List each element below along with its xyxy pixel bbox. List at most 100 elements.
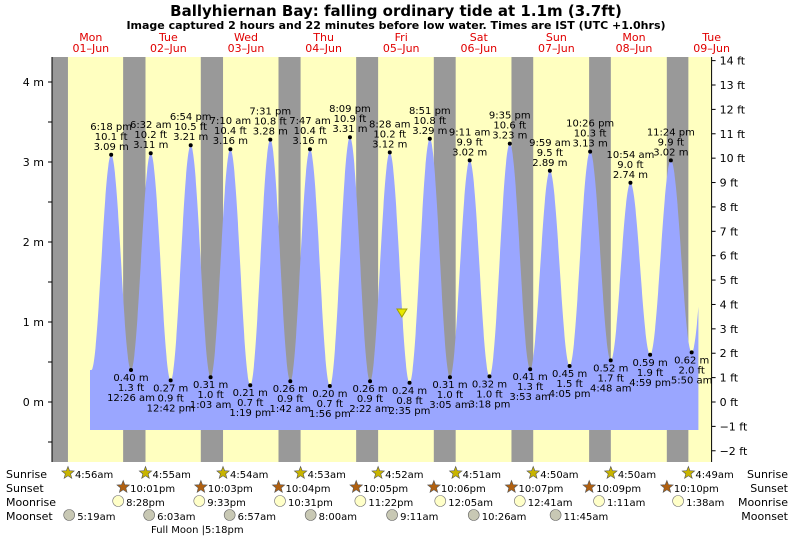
extreme-dot xyxy=(528,367,533,372)
extreme-dot xyxy=(547,168,552,173)
moonset-icon xyxy=(223,509,236,521)
sunrise-icon xyxy=(681,465,696,479)
day-name-label: Tue xyxy=(701,31,721,44)
full-moon-label: Full Moon |5:18pm xyxy=(151,525,244,536)
extreme-label: 9:11 am xyxy=(449,127,491,138)
extreme-label: 5:50 am xyxy=(671,375,713,386)
right-axis-tick-label: 9 ft xyxy=(720,177,739,190)
chart-title: Ballyhiernan Bay: falling ordinary tide … xyxy=(170,2,622,20)
row-label-sunset-left: Sunset xyxy=(6,482,44,495)
low-tide-marker: 0.21 m0.7 ft1:19 pm xyxy=(229,383,271,419)
extreme-label: 12:42 pm xyxy=(147,403,195,414)
extreme-label: 1.5 ft xyxy=(556,379,582,390)
extreme-dot xyxy=(188,143,193,148)
extreme-dot xyxy=(268,137,273,142)
extreme-label: 10.8 ft xyxy=(413,116,446,127)
sunrise-time: 4:50am xyxy=(540,470,578,481)
sunrise-time: 4:52am xyxy=(385,470,423,481)
low-tide-marker: 0.31 m1.0 ft3:05 am xyxy=(429,375,471,411)
extreme-label: 2:35 pm xyxy=(389,406,431,417)
extreme-label: 3.23 m xyxy=(492,131,527,142)
extreme-label: 0.9 ft xyxy=(357,394,383,405)
extreme-label: 9:35 pm xyxy=(489,111,531,122)
extreme-label: 0.9 ft xyxy=(157,393,183,404)
day-name-label: Tue xyxy=(158,31,178,44)
extreme-label: 10:54 am xyxy=(607,150,655,161)
row-label-moonset-left: Moonset xyxy=(6,510,53,523)
sunset-time: 10:01pm xyxy=(130,484,175,495)
sunset-icon xyxy=(271,479,286,493)
extreme-label: 6:32 am xyxy=(130,120,172,131)
high-tide-marker: 3.29 m10.8 ft8:51 pm xyxy=(409,106,451,141)
extreme-label: 10:26 pm xyxy=(566,119,614,130)
extreme-label: 1.7 ft xyxy=(598,373,624,384)
left-axis-tick-label: 3 m xyxy=(23,156,44,169)
right-axis-tick-label: 14 ft xyxy=(720,55,746,68)
extreme-label: 1:03 am xyxy=(190,400,232,411)
sunrise-time: 4:56am xyxy=(75,470,113,481)
extreme-label: 0.21 m xyxy=(233,388,268,399)
extreme-label: 1.3 ft xyxy=(517,382,543,393)
right-axis-tick-label: 4 ft xyxy=(720,298,739,311)
extreme-dot xyxy=(427,136,432,141)
extreme-label: 10.4 ft xyxy=(294,126,327,137)
day-date-label: 06–Jun xyxy=(460,42,497,55)
extreme-dot xyxy=(387,150,392,155)
extreme-dot xyxy=(487,374,492,379)
extreme-dot xyxy=(168,378,173,383)
right-axis-tick-label: 3 ft xyxy=(720,323,739,336)
moonrise-icon xyxy=(354,495,367,507)
extreme-label: 11:24 pm xyxy=(647,127,695,138)
day-date-label: 09–Jun xyxy=(693,42,730,55)
extreme-dot xyxy=(507,141,512,146)
extreme-dot xyxy=(148,151,153,156)
extreme-dot xyxy=(447,375,452,380)
extreme-label: 3.21 m xyxy=(173,132,208,143)
extreme-label: 0.40 m xyxy=(113,373,148,384)
moonrise-time: 8:28pm xyxy=(126,498,165,509)
extreme-label: 3:05 am xyxy=(429,400,471,411)
sun-moon-events: 4:56am 4:55am 10:01pm 4:54am 10:03pm 4:53am 10… xyxy=(61,465,734,523)
moonrise-time: 12:05am xyxy=(448,498,493,509)
moonrise-icon xyxy=(593,495,605,507)
moonrise-time: 10:31pm xyxy=(288,498,333,509)
extreme-label: 3.02 m xyxy=(653,147,688,158)
extreme-label: 2.74 m xyxy=(613,170,648,181)
moonset-icon xyxy=(304,509,317,521)
left-axis-tick-label: 4 m xyxy=(23,76,44,89)
chart-subtitle: Image captured 2 hours and 22 minutes be… xyxy=(126,19,665,32)
high-tide-marker: 2.89 m9.5 ft9:59 am xyxy=(529,138,571,173)
sunset-icon xyxy=(426,479,441,493)
extreme-label: 10.1 ft xyxy=(95,132,128,143)
moonrise-icon xyxy=(514,495,526,507)
extreme-label: 4:59 pm xyxy=(629,378,671,389)
current-level-marker xyxy=(395,308,408,318)
right-axis-tick-label: 0 ft xyxy=(720,396,739,409)
low-tide-marker: 0.32 m1.0 ft3:18 pm xyxy=(469,374,510,410)
day-name-label: Mon xyxy=(79,31,102,44)
high-tide-marker: 3.09 m10.1 ft6:18 pm xyxy=(90,122,132,157)
moonset-time: 8:00am xyxy=(319,512,357,523)
low-tide-marker: 0.62 m2.0 ft5:50 am xyxy=(671,350,713,386)
sunrise-time: 4:49am xyxy=(695,470,733,481)
day-date-label: 04–Jun xyxy=(305,42,342,55)
low-tide-marker: 0.31 m1.0 ft1:03 am xyxy=(190,375,232,411)
extreme-label: 1:42 am xyxy=(270,404,312,415)
extreme-label: 7:47 am xyxy=(289,116,331,127)
right-axis-tick-label: 8 ft xyxy=(720,201,739,214)
sunrise-time: 4:51am xyxy=(463,470,501,481)
moonset-time: 10:26am xyxy=(482,512,527,523)
extreme-label: 0.7 ft xyxy=(317,399,343,410)
extreme-label: 0.20 m xyxy=(312,389,347,400)
extreme-label: 8:51 pm xyxy=(409,106,451,117)
extreme-dot xyxy=(347,135,352,140)
moonrise-time: 1:38am xyxy=(686,498,724,509)
extreme-dot xyxy=(668,158,673,163)
day-date-label: 05–Jun xyxy=(383,42,420,55)
extreme-label: 10.9 ft xyxy=(334,114,367,125)
